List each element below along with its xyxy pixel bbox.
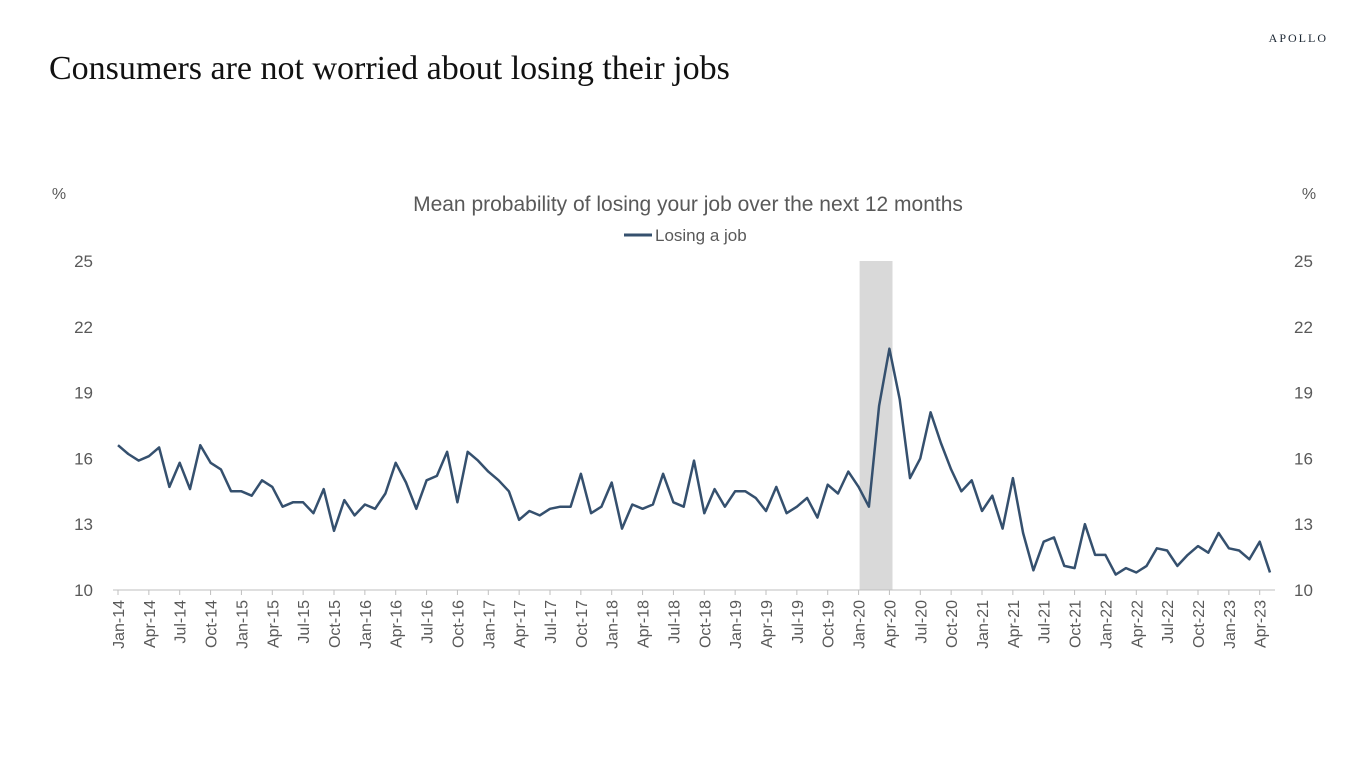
x-tick-label: Apr-18 — [636, 600, 653, 648]
x-tick-label: Oct-16 — [450, 600, 467, 648]
x-tick-label: Jul-16 — [420, 600, 437, 644]
x-tick-label: Apr-23 — [1253, 600, 1270, 648]
x-tick-label: Jul-17 — [543, 600, 560, 644]
x-tick-label: Jul-14 — [173, 600, 190, 644]
x-tick-label: Jul-20 — [913, 600, 930, 644]
x-tick-label: Oct-17 — [574, 600, 591, 648]
legend: Losing a job — [624, 226, 747, 245]
y-tick-label-right: 10 — [1294, 581, 1313, 600]
x-tick-label: Oct-18 — [697, 600, 714, 648]
y-tick-label-right: 19 — [1294, 384, 1313, 403]
y-tick-label-left: 16 — [74, 449, 93, 468]
y-tick-label-left: 25 — [74, 252, 93, 271]
x-tick-label: Jan-18 — [605, 600, 622, 649]
x-tick-label: Apr-21 — [1006, 600, 1023, 648]
x-tick-label: Jul-19 — [790, 600, 807, 644]
x-tick-label: Jul-18 — [666, 600, 683, 644]
legend-label: Losing a job — [655, 226, 747, 245]
y-left-unit-label: % — [52, 186, 66, 203]
y-tick-label-right: 13 — [1294, 515, 1313, 534]
x-tick-label: Oct-19 — [821, 600, 838, 648]
x-tick-label: Oct-21 — [1068, 600, 1085, 648]
x-tick-label: Oct-14 — [204, 600, 221, 648]
x-tick-label: Jan-21 — [975, 600, 992, 649]
y-tick-label-left: 19 — [74, 384, 93, 403]
x-tick-label: Apr-17 — [512, 600, 529, 648]
x-tick-label: Oct-20 — [944, 600, 961, 648]
x-tick-label: Jan-22 — [1098, 600, 1115, 649]
x-tick-label: Jul-22 — [1160, 600, 1177, 644]
x-tick-label: Jul-21 — [1037, 600, 1054, 644]
y-tick-label-right: 22 — [1294, 318, 1313, 337]
x-tick-label: Jan-15 — [234, 600, 251, 649]
x-tick-label: Apr-15 — [265, 600, 282, 648]
y-right-unit-label: % — [1302, 186, 1316, 203]
x-tick-label: Jan-17 — [481, 600, 498, 649]
x-tick-label: Jan-20 — [852, 600, 869, 649]
y-tick-label-right: 25 — [1294, 252, 1313, 271]
x-tick-label: Jan-19 — [728, 600, 745, 649]
x-tick-label: Apr-20 — [882, 600, 899, 648]
x-tick-label: Oct-22 — [1191, 600, 1208, 648]
x-tick-label: Apr-14 — [142, 600, 159, 648]
y-tick-label-left: 10 — [74, 581, 93, 600]
x-tick-label: Jan-23 — [1222, 600, 1239, 649]
series-line-losing-a-job — [117, 347, 1272, 576]
x-tick-label: Oct-15 — [327, 600, 344, 648]
x-tick-label: Apr-22 — [1129, 600, 1146, 648]
page-headline: Consumers are not worried about losing t… — [49, 50, 730, 87]
y-tick-label-right: 16 — [1294, 449, 1313, 468]
brand-logo: APOLLO — [1268, 31, 1328, 45]
x-tick-label: Apr-19 — [759, 600, 776, 648]
y-tick-label-left: 22 — [74, 318, 93, 337]
x-tick-label: Apr-16 — [389, 600, 406, 648]
chart-title: Mean probability of losing your job over… — [413, 193, 963, 216]
y-tick-label-left: 13 — [74, 515, 93, 534]
x-tick-label: Jan-16 — [358, 600, 375, 649]
x-tick-label: Jan-14 — [111, 600, 128, 649]
x-tick-label: Jul-15 — [296, 600, 313, 644]
